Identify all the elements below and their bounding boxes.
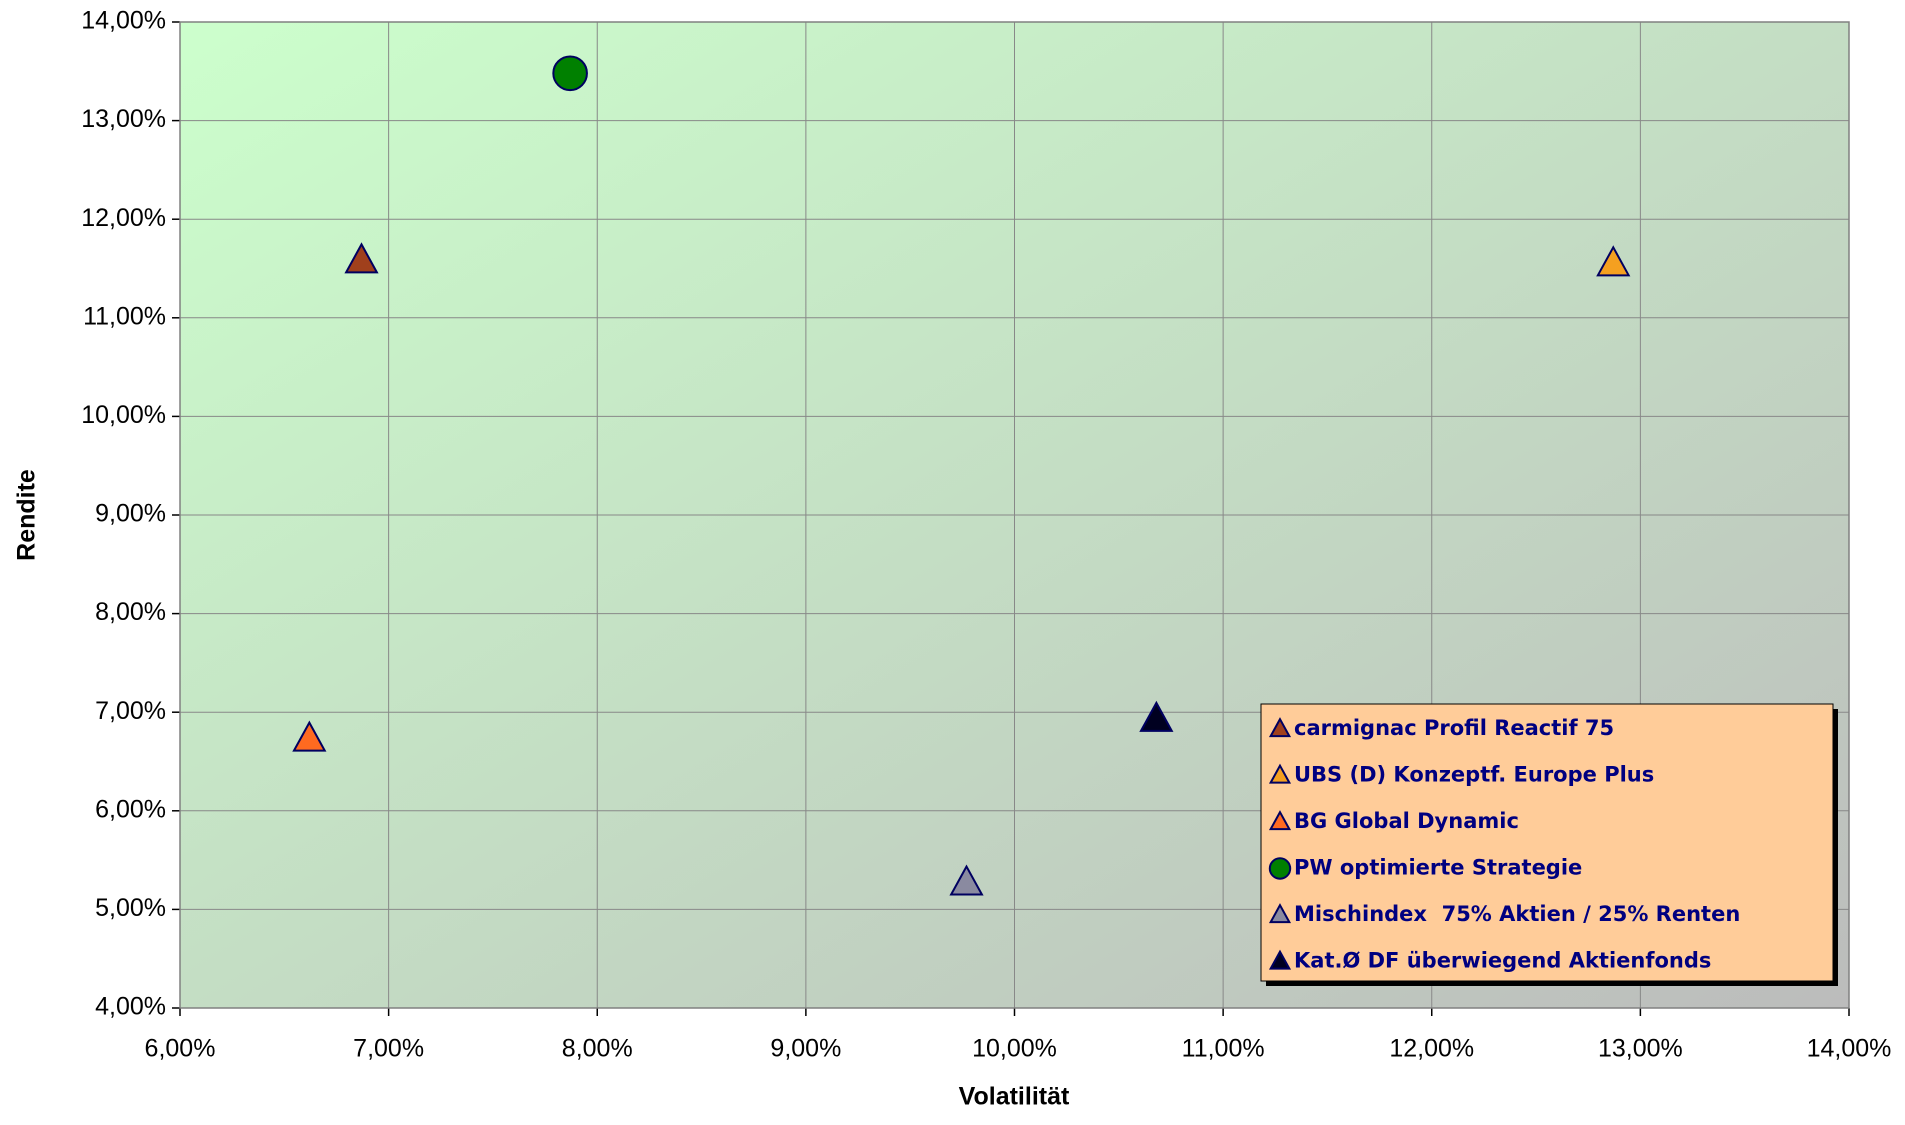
x-tick-label: 6,00% <box>145 1035 216 1063</box>
legend-label: PW optimierte Strategie <box>1294 856 1582 880</box>
legend-marker <box>1268 903 1292 924</box>
x-tick-label: 10,00% <box>972 1035 1057 1063</box>
point <box>1139 700 1174 732</box>
legend <box>1260 703 1834 982</box>
legend-label: UBS (D) Konzeptf. Europe Plus <box>1294 763 1654 787</box>
point <box>552 55 588 92</box>
legend-label: carmignac Profil Reactif 75 <box>1294 716 1614 740</box>
legend-marker <box>1268 857 1292 880</box>
y-tick-label: 9,00% <box>95 500 166 528</box>
point <box>344 242 379 274</box>
plot-border <box>179 21 1850 1009</box>
y-axis-label: Rendite <box>13 469 41 561</box>
y-tick-label: 14,00% <box>81 7 166 35</box>
y-tick-label: 6,00% <box>95 795 166 823</box>
point <box>949 864 984 896</box>
y-tick-label: 11,00% <box>83 302 166 330</box>
x-tick-label: 8,00% <box>562 1035 633 1063</box>
x-tick-label: 9,00% <box>770 1035 841 1063</box>
y-tick-label: 5,00% <box>95 894 166 922</box>
y-tick-label: 10,00% <box>81 401 166 429</box>
y-tick-label: 8,00% <box>95 598 166 626</box>
legend-marker <box>1268 763 1292 784</box>
legend-marker <box>1268 810 1292 831</box>
legend-label: BG Global Dynamic <box>1294 809 1519 833</box>
legend-marker <box>1268 949 1292 970</box>
x-tick-label: 14,00% <box>1807 1035 1892 1063</box>
legend-marker <box>1268 717 1292 738</box>
x-tick-label: 7,00% <box>353 1035 424 1063</box>
legend-label: Mischindex 75% Aktien / 25% Renten <box>1294 902 1740 926</box>
x-tick-label: 12,00% <box>1389 1035 1474 1063</box>
y-tick-label: 4,00% <box>95 993 166 1021</box>
legend-label: Kat.Ø DF überwiegend Aktienfonds <box>1294 949 1711 973</box>
x-tick-label: 11,00% <box>1182 1035 1265 1063</box>
y-tick-label: 12,00% <box>81 204 166 232</box>
point <box>1596 245 1631 277</box>
x-axis-label: Volatilität <box>959 1083 1070 1111</box>
y-tick-label: 13,00% <box>81 105 166 133</box>
y-tick-label: 7,00% <box>95 697 166 725</box>
point <box>292 720 327 752</box>
x-tick-label: 13,00% <box>1598 1035 1683 1063</box>
